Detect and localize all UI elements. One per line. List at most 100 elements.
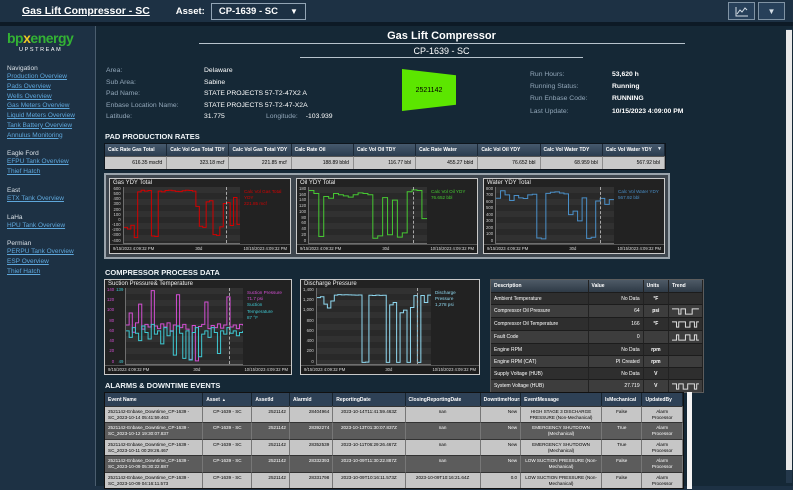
chart-x-axis: 9/15/2023 4:09:32 PM30d10/15/2023 4:09:3… xyxy=(301,365,479,374)
sidebar-link-pads-overview[interactable]: Pads Overview xyxy=(7,82,92,92)
sidebar-link-thief-hatch[interactable]: Thief Hatch xyxy=(7,167,92,177)
alarms-header-reportingdate[interactable]: ReportingDate xyxy=(333,393,405,406)
process-cell: 166 xyxy=(589,317,644,330)
alarm-cell-is-mechanical: False xyxy=(602,472,642,488)
x-axis-range-label: 30d xyxy=(569,246,576,251)
run-info-block: Run Hours:53,620 h Running Status:Runnin… xyxy=(530,65,683,127)
process-row-compressor-oil-pressure[interactable]: Compressor Oil Pressure64psi xyxy=(491,304,703,317)
alarms-header-asset[interactable]: Asset▲ xyxy=(203,393,252,406)
pad-production-title: PAD PRODUCTION RATES xyxy=(105,132,779,141)
alarms-header-updatedby[interactable]: UpdatedBy xyxy=(642,393,682,406)
pad-table-header-row: Calc Rate Gas TotalCalc Vol Gas Total TD… xyxy=(105,144,665,156)
chart-gas-ydy-total[interactable]: Gas YDY Total6005004003002001000-100-200… xyxy=(109,178,291,254)
filter-caret-icon[interactable]: ▼ xyxy=(657,146,662,152)
time-cursor-line xyxy=(229,288,230,364)
y-axis: 140120100806040200 xyxy=(107,288,114,365)
y-tick-label: 60 xyxy=(299,221,306,225)
alarm-cell-downtime-hours: 0.0 xyxy=(481,472,521,488)
time-cursor-line xyxy=(413,187,414,243)
alarm-cell-updated-by: Alarm Processor xyxy=(642,422,682,438)
alarm-cell-event-message: LOW SUCTION PRESSURE (Non-Mechanical) xyxy=(521,472,602,488)
alarms-header-closingreportingdate[interactable]: ClosingReportingDate xyxy=(406,393,481,406)
asset-dropdown[interactable]: CP-1639 - SC ▼ xyxy=(211,3,306,20)
page-title: Gas Lift Compressor xyxy=(199,30,685,44)
alarm-cell-event-name: 2521142-Enbase_Downtime_CP-1639 - SC_202… xyxy=(105,472,203,488)
pad-charts-row: Gas YDY Total6005004003002001000-100-200… xyxy=(104,173,670,259)
alarms-header-assetid[interactable]: AssetId xyxy=(252,393,290,406)
sidebar-link-hpu-tank-overview[interactable]: HPU Tank Overview xyxy=(7,221,92,231)
y-tick-label: 300 xyxy=(486,219,493,223)
sort-ascending-icon: ▲ xyxy=(222,397,226,402)
sidebar-link-wells-overview[interactable]: Wells Overview xyxy=(7,92,92,102)
page-title-link[interactable]: Gas Lift Compressor - SC xyxy=(22,5,150,17)
y-tick-label: 49 xyxy=(116,360,123,364)
longitude-label: Longitude: xyxy=(266,111,298,123)
alarm-cell-reporting-date: 2023-10-09T10:16:11.573Z xyxy=(333,472,405,488)
sidebar-link-tank-battery-overview[interactable]: Tank Battery Overview xyxy=(7,121,92,131)
alarms-header-alarmid[interactable]: AlarmId xyxy=(290,393,333,406)
pad-column-value-calc-vol-water-ydy: 567.92 bbl xyxy=(603,156,665,169)
sidebar-link-etx-tank-overview[interactable]: ETX Tank Overview xyxy=(7,194,92,204)
alarm-cell-event-name: 2521142-Enbase_Downtime_CP-1639 - SC_202… xyxy=(105,422,203,438)
y-tick-label: 600 xyxy=(486,200,493,204)
process-row-ambient-temperature[interactable]: Ambient TemperatureNo Data°F xyxy=(491,292,703,304)
run-value: Running xyxy=(612,81,640,93)
info-label: Pad Name: xyxy=(106,88,204,100)
alarms-table-scrollbar[interactable] xyxy=(687,392,692,489)
sidebar-link-gas-meters-overview[interactable]: Gas Meters Overview xyxy=(7,101,92,111)
more-options-button[interactable]: ▼ xyxy=(758,2,785,20)
main-scrollbar[interactable] xyxy=(786,29,792,483)
y-tick-label: 20 xyxy=(107,349,114,353)
legend-series-name: Calc Vol Gas Total YDY xyxy=(244,189,286,201)
y-tick-label: 140 xyxy=(107,288,114,292)
chart-water-ydy-total[interactable]: Water YDY Total8007006005004003002001000… xyxy=(483,178,665,254)
y-tick-label: 600 xyxy=(303,329,314,333)
main-scrollbar-thumb[interactable] xyxy=(786,30,792,470)
chart-suction-pressure-temperature[interactable]: Suction Pressure& Temperature14012010080… xyxy=(104,279,292,375)
alarm-row[interactable]: 2521142-Enbase_Downtime_CP-1639 - SC_202… xyxy=(105,455,683,471)
process-row-compressor-oil-temperature[interactable]: Compressor Oil Temperature166°F xyxy=(491,317,703,330)
sidebar-link-production-overview[interactable]: Production Overview xyxy=(7,72,92,82)
chart-oil-ydy-total[interactable]: Oil YDY Total180160140120100806040200Cal… xyxy=(296,178,478,254)
process-cell: No Data xyxy=(589,292,644,304)
time-cursor-line xyxy=(417,288,418,364)
chart-x-axis: 9/15/2023 4:09:32 PM30d10/15/2023 4:09:3… xyxy=(484,244,664,253)
process-header-value: Value xyxy=(589,280,644,292)
alarm-row[interactable]: 2521142-Enbase_Downtime_CP-1639 - SC_202… xyxy=(105,422,683,438)
caret-down-icon: ▼ xyxy=(768,7,776,16)
process-row-fault-code[interactable]: Fault Code0 xyxy=(491,330,703,343)
alarm-cell-updated-by: Alarm Processor xyxy=(642,406,682,422)
process-header-description: Description xyxy=(491,280,589,292)
sidebar-link-efpu-tank-overview[interactable]: EFPU Tank Overview xyxy=(7,157,92,167)
sidebar-link-perpu-tank-overview[interactable]: PERPU Tank Overview xyxy=(7,247,92,257)
alarm-cell-downtime-hours: New xyxy=(481,406,521,422)
alarms-header-ismechanical[interactable]: IsMechanical xyxy=(602,393,642,406)
sidebar-link-liquid-meters-overview[interactable]: Liquid Meters Overview xyxy=(7,111,92,121)
trend-chart-button[interactable] xyxy=(728,2,755,20)
alarms-header-event-name[interactable]: Event Name xyxy=(105,393,203,406)
process-row-engine-rpm[interactable]: Engine RPMNo Datarpm xyxy=(491,343,703,355)
alarm-row[interactable]: 2521142-Enbase_Downtime_CP-1639 - SC_202… xyxy=(105,472,683,488)
alarms-scrollbar-thumb[interactable] xyxy=(687,392,692,489)
chart-body: 8007006005004003002001000Calc Vol Water … xyxy=(484,186,664,244)
info-value: Sabine xyxy=(204,77,225,89)
sidebar-link-esp-overview[interactable]: ESP Overview xyxy=(7,257,92,267)
chart-title: Oil YDY Total xyxy=(297,179,477,186)
process-row-engine-rpm-cat[interactable]: Engine RPM (CAT)PI Createdrpm xyxy=(491,355,703,367)
process-row-system-voltage-hub[interactable]: System Voltage (HUB)27.719V xyxy=(491,379,703,392)
process-cell: Compressor Oil Pressure xyxy=(491,304,589,317)
chart-discharge-pressure[interactable]: Discharge Pressure1,4001,2001,0008006004… xyxy=(300,279,480,375)
alarm-row[interactable]: 2521142-Enbase_Downtime_CP-1639 - SC_202… xyxy=(105,406,683,422)
chart-plot xyxy=(495,187,614,244)
alarms-header-downtimehours[interactable]: DowntimeHours xyxy=(481,393,521,406)
asset-info-block: Area:Delaware Sub Area:Sabine Pad Name:S… xyxy=(106,65,779,127)
y-tick-label: 100 xyxy=(107,308,114,312)
process-row-supply-voltage-hub[interactable]: Supply Voltage (HUB)No DataV xyxy=(491,367,703,379)
alarm-row[interactable]: 2521142-Enbase_Downtime_CP-1639 - SC_202… xyxy=(105,439,683,455)
alarm-cell-downtime-hours: New xyxy=(481,422,521,438)
alarm-cell-closing-reporting-date: nan xyxy=(406,422,481,438)
alarms-header-eventmessage[interactable]: EventMessage xyxy=(521,393,602,406)
sidebar-link-thief-hatch[interactable]: Thief Hatch xyxy=(7,267,92,277)
y-tick-label: 180 xyxy=(299,187,306,191)
sidebar-link-annulus-monitoring[interactable]: Annulus Monitoring xyxy=(7,131,92,141)
